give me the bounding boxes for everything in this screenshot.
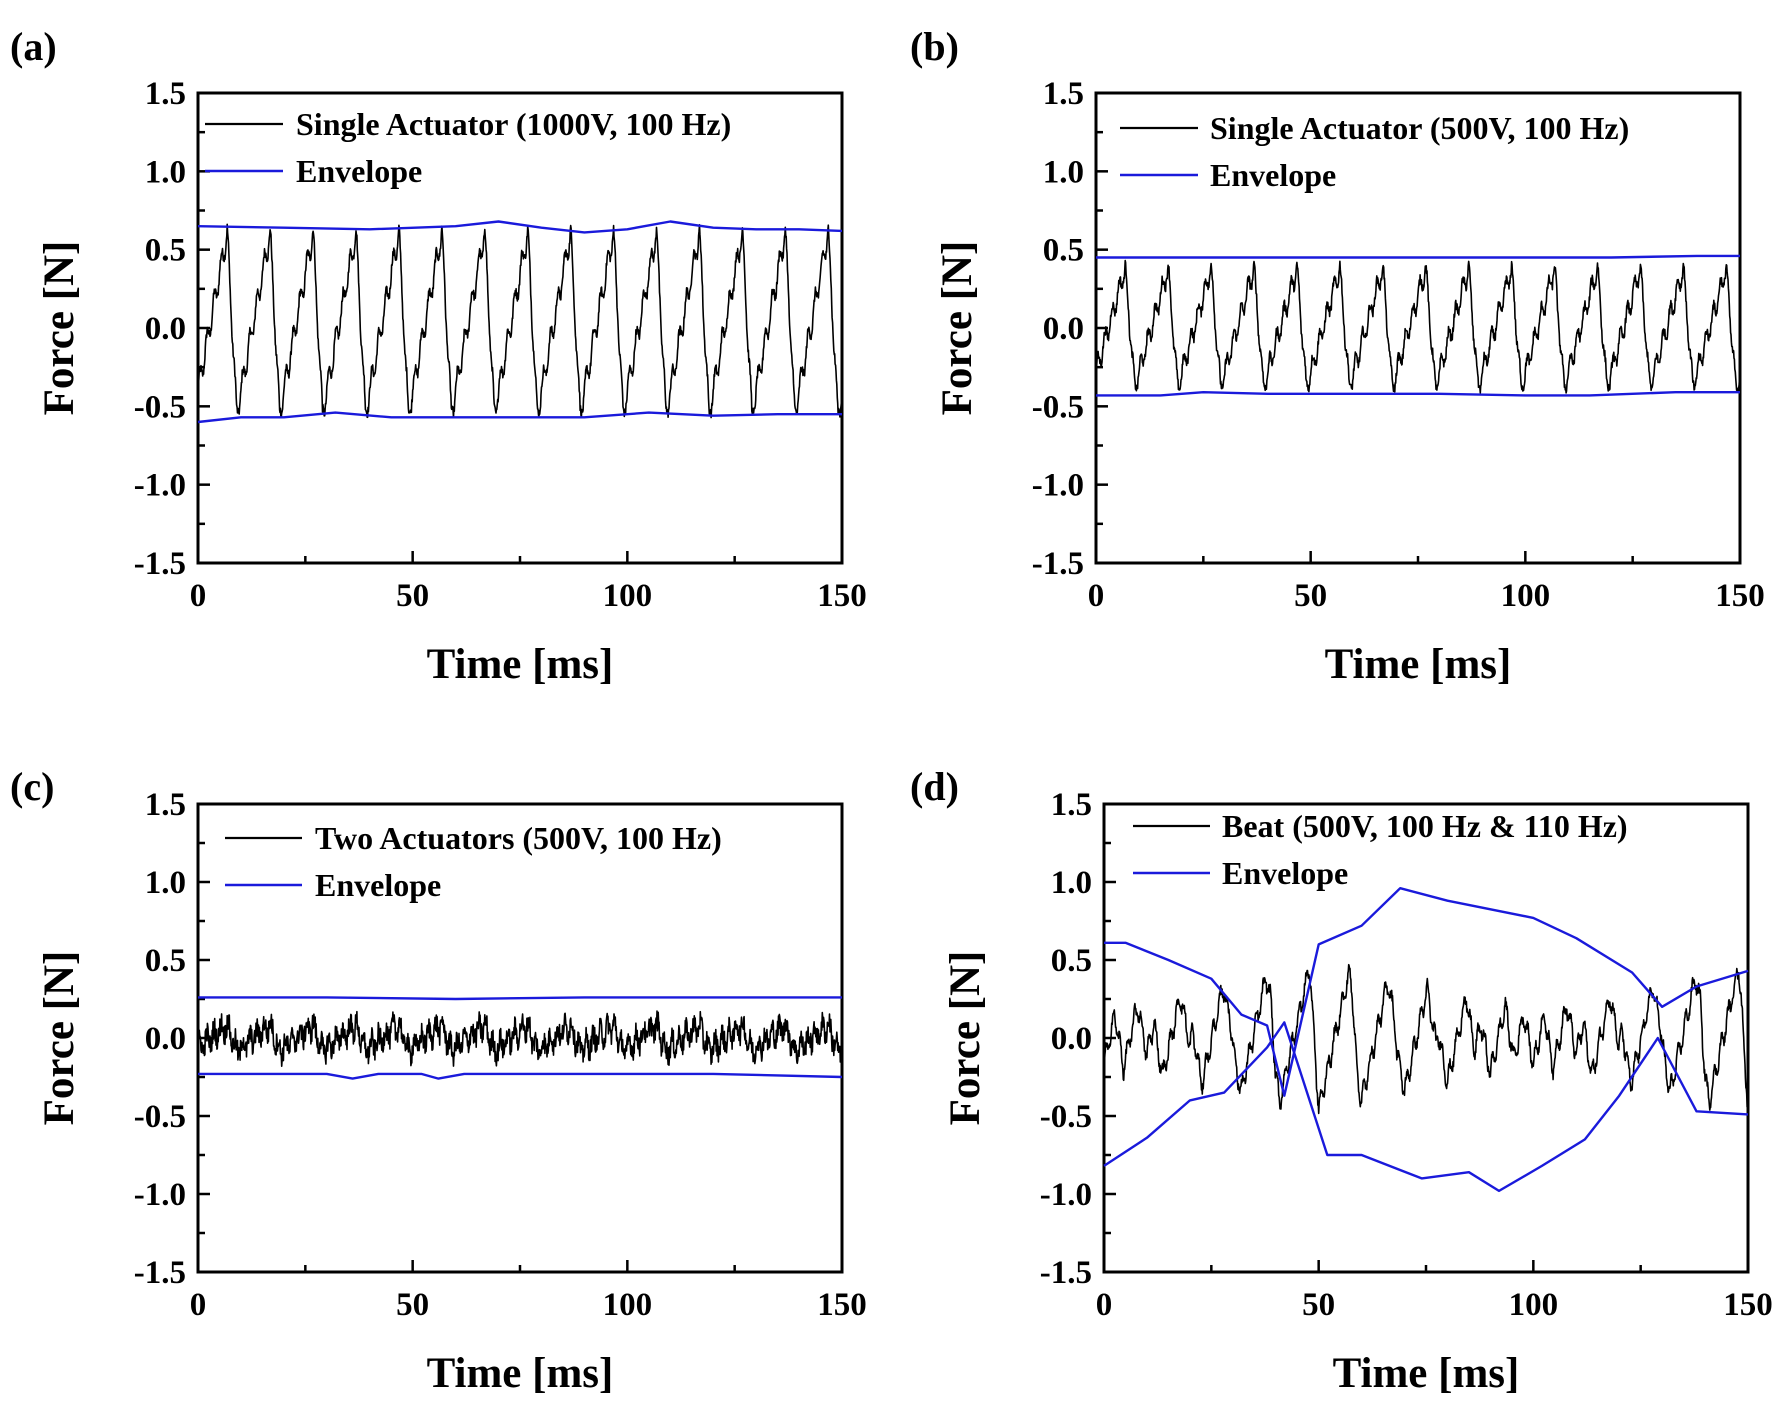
y-tick-label: 1.0 xyxy=(1043,154,1084,190)
y-tick-label: 1.0 xyxy=(1051,865,1092,901)
x-tick-label: 150 xyxy=(817,578,867,614)
panel-d: (d) 1.5 1.0 0.5 0.0 -0.5 -1.0 -1.50 50 100 150 Time… xyxy=(910,764,1773,1397)
x-tick-label: 0 xyxy=(1088,578,1105,614)
legend-label-envelope: Envelope xyxy=(1222,855,1348,891)
legend: Two Actuators (500V, 100 Hz) Envelope xyxy=(225,820,722,903)
signal-line xyxy=(197,1010,843,1067)
panel-label: (b) xyxy=(910,24,959,69)
y-axis-title: Force [N] xyxy=(934,241,981,416)
y-tick-label: 0.0 xyxy=(145,311,186,347)
legend-label-envelope: Envelope xyxy=(1210,157,1336,193)
y-tick-label: -1.0 xyxy=(1040,1177,1092,1213)
x-tick-label: 50 xyxy=(396,578,429,614)
x-tick-label: 100 xyxy=(603,1287,653,1323)
legend-label-signal: Beat (500V, 100 Hz & 110 Hz) xyxy=(1222,808,1628,844)
envelope-upper-line xyxy=(198,996,842,1001)
x-tick-label: 150 xyxy=(1715,578,1765,614)
y-tick-label: -0.5 xyxy=(134,389,186,425)
x-axis-title: Time [ms] xyxy=(1333,1350,1520,1397)
x-tick-label: 0 xyxy=(1096,1287,1113,1323)
y-tick-label: -1.5 xyxy=(134,1255,186,1291)
x-tick-label: 50 xyxy=(1302,1287,1335,1323)
y-tick-label: -1.5 xyxy=(1032,546,1084,582)
panel-b: (b) 1.5 1.0 0.5 0.0 -0.5 -1.0 -1.50 50 100 150 Time… xyxy=(910,24,1765,688)
legend: Beat (500V, 100 Hz & 110 Hz) Envelope xyxy=(1133,808,1628,891)
legend-label-signal: Single Actuator (1000V, 100 Hz) xyxy=(296,106,731,142)
y-tick-label: 1.5 xyxy=(145,787,186,823)
x-tick-label: 150 xyxy=(1723,1287,1773,1323)
y-axis-title: Force [N] xyxy=(36,241,83,416)
y-tick-label: -0.5 xyxy=(134,1099,186,1135)
y-tick-label: -0.5 xyxy=(1032,389,1084,425)
x-tick-label: 100 xyxy=(1501,578,1551,614)
x-tick-label: 150 xyxy=(817,1287,867,1323)
envelope-upper-line xyxy=(1104,887,1749,1097)
envelope-lower-line xyxy=(198,1072,843,1080)
panel-a: (a) 1.5 1.0 0.5 0.0 -0.5 -1.0 -1.50 50 100 150 Time… xyxy=(10,24,867,688)
x-tick-label: 100 xyxy=(603,578,653,614)
y-tick-label: 1.5 xyxy=(145,76,186,112)
y-tick-label: 0.5 xyxy=(1051,943,1092,979)
signal-line xyxy=(1095,259,1741,394)
legend-label-envelope: Envelope xyxy=(296,153,422,189)
y-axis-title: Force [N] xyxy=(36,951,83,1126)
x-axis-title: Time [ms] xyxy=(427,641,614,688)
legend-label-signal: Single Actuator (500V, 100 Hz) xyxy=(1210,110,1629,146)
x-tick-label: 50 xyxy=(1294,578,1327,614)
envelope-upper-line xyxy=(1096,254,1740,259)
x-axis-title: Time [ms] xyxy=(427,1350,614,1397)
signal-line xyxy=(197,223,843,419)
panel-c: (c) 1.5 1.0 0.5 0.0 -0.5 -1.0 -1.50 50 100 150 Time… xyxy=(10,764,867,1397)
x-tick-label: 50 xyxy=(396,1287,429,1323)
legend: Single Actuator (1000V, 100 Hz) Envelope xyxy=(205,106,731,189)
y-tick-label: -0.5 xyxy=(1040,1099,1092,1135)
y-axis-title: Force [N] xyxy=(942,951,989,1126)
envelope-lower-line xyxy=(197,411,842,424)
y-tick-label: 0.0 xyxy=(1051,1021,1092,1057)
x-tick-label: 0 xyxy=(190,578,207,614)
envelope-lower-line xyxy=(1103,1021,1749,1193)
y-tick-label: 0.0 xyxy=(1043,311,1084,347)
y-tick-label: -1.5 xyxy=(1040,1255,1092,1291)
panel-label: (d) xyxy=(910,764,959,809)
panel-label: (a) xyxy=(10,24,57,69)
y-tick-label: 0.5 xyxy=(145,943,186,979)
x-axis-title: Time [ms] xyxy=(1325,641,1512,688)
y-tick-label: 0.5 xyxy=(1043,233,1084,269)
envelope-upper-line xyxy=(197,220,843,234)
y-tick-label: -1.0 xyxy=(1032,468,1084,504)
y-tick-label: 0.5 xyxy=(145,233,186,269)
y-tick-label: 1.0 xyxy=(145,154,186,190)
y-tick-label: -1.0 xyxy=(134,468,186,504)
y-tick-label: -1.0 xyxy=(134,1177,186,1213)
signal-line xyxy=(1103,963,1749,1115)
legend-label-signal: Two Actuators (500V, 100 Hz) xyxy=(315,820,722,856)
y-tick-label: 0.0 xyxy=(145,1021,186,1057)
y-tick-label: 1.5 xyxy=(1043,76,1084,112)
x-tick-label: 100 xyxy=(1509,1287,1559,1323)
panel-label: (c) xyxy=(10,764,54,809)
y-tick-label: -1.5 xyxy=(134,546,186,582)
legend-label-envelope: Envelope xyxy=(315,867,441,903)
y-tick-label: 1.0 xyxy=(145,865,186,901)
y-tick-label: 1.5 xyxy=(1051,787,1092,823)
x-tick-label: 0 xyxy=(190,1287,207,1323)
envelope-lower-line xyxy=(1096,391,1740,397)
legend: Single Actuator (500V, 100 Hz) Envelope xyxy=(1120,110,1629,193)
